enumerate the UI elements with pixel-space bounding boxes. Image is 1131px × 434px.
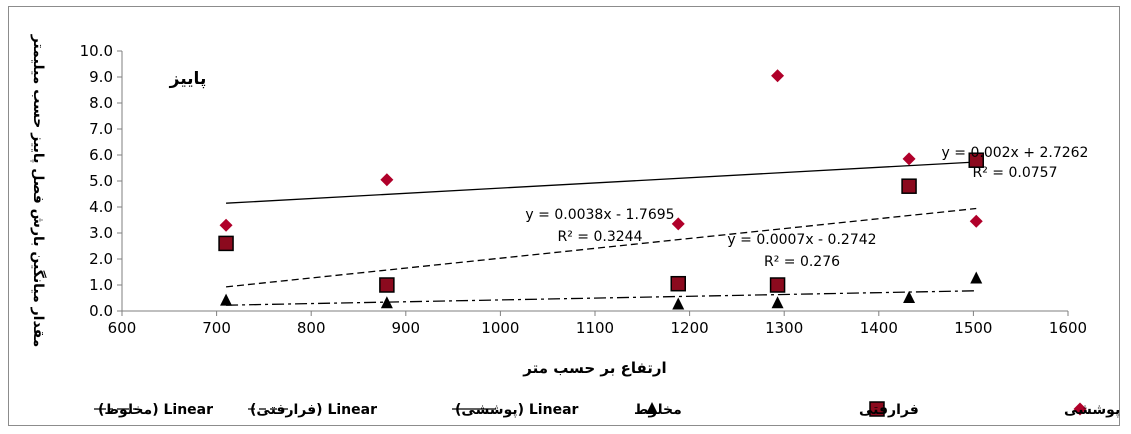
legend-label: فرارفتی bbox=[859, 402, 919, 418]
x-axis-title: ارتفاع بر حسب متر bbox=[522, 359, 666, 377]
x-tick-label: 900 bbox=[391, 319, 420, 337]
x-tick-label: 700 bbox=[202, 319, 231, 337]
axes: 600 700 800 900 1000 1100 1200 1300 1400 1500 1600… bbox=[80, 42, 1088, 337]
x-tick-label: 600 bbox=[108, 319, 137, 337]
point-series-1 bbox=[769, 277, 786, 293]
y-tick-label: 1.0 bbox=[89, 276, 113, 294]
point-series-0 bbox=[380, 173, 394, 187]
chart-title: پاییز bbox=[169, 69, 207, 89]
y-tick-label: 3.0 bbox=[89, 224, 113, 242]
point-series-2 bbox=[380, 296, 393, 309]
point-series-1 bbox=[379, 277, 395, 293]
point-series-2 bbox=[970, 271, 983, 284]
point-series-1 bbox=[670, 275, 686, 292]
point-series-0 bbox=[671, 217, 685, 231]
data-points bbox=[218, 69, 984, 310]
legend-marker bbox=[646, 402, 658, 414]
legend-label: Linear (پوششی) bbox=[455, 402, 579, 418]
legend-marker bbox=[1073, 402, 1087, 416]
y-tick-label: 2.0 bbox=[89, 250, 113, 268]
trendline-0 bbox=[226, 161, 977, 204]
y-tick-label: 9.0 bbox=[89, 68, 113, 86]
x-tick-label: 1000 bbox=[481, 319, 519, 337]
y-tick-label: 4.0 bbox=[89, 198, 113, 216]
trend-r2-fararafti: R² = 0.3244 bbox=[558, 229, 643, 245]
y-axis-title: مقدار میانگین بارش فصل پاییز حسب میلیمتر bbox=[30, 34, 47, 348]
chart-frame bbox=[8, 6, 1120, 426]
x-tick-label: 1300 bbox=[765, 319, 803, 337]
trendline-1 bbox=[225, 207, 977, 288]
legend: پوششی فرارفتی مخلوط Linear (پوششی) Linear (ف… bbox=[94, 401, 1120, 418]
legend-label: پوششی bbox=[1064, 402, 1120, 418]
trend-r2-poosheshi: R² = 0.0757 bbox=[973, 165, 1058, 181]
point-series-0 bbox=[969, 214, 983, 228]
y-tick-label: 7.0 bbox=[89, 120, 113, 138]
x-tick-label: 1600 bbox=[1049, 319, 1087, 337]
x-tick-label: 800 bbox=[297, 319, 326, 337]
legend-label: Linear (مخلوط) bbox=[98, 402, 213, 418]
point-series-2 bbox=[672, 297, 685, 310]
point-series-2 bbox=[903, 291, 916, 303]
y-tick-label: 10.0 bbox=[80, 42, 113, 60]
trendlines bbox=[225, 161, 977, 306]
y-tick-label: 5.0 bbox=[89, 172, 113, 190]
x-tick-label: 1500 bbox=[954, 319, 992, 337]
point-series-0 bbox=[219, 218, 233, 232]
point-series-2 bbox=[771, 296, 784, 309]
point-series-0 bbox=[902, 152, 916, 166]
trend-eq-makhloot: y = 0.0007x - 0.2742 bbox=[727, 232, 876, 248]
legend-marker bbox=[869, 401, 885, 417]
x-tick-label: 1400 bbox=[860, 319, 898, 337]
point-series-0 bbox=[771, 69, 785, 83]
chart-labels: پاییز ارتفاع بر حسب متر مقدار میانگین با… bbox=[30, 34, 1088, 377]
legend-label: مخلوط bbox=[634, 402, 682, 418]
y-tick-label: 6.0 bbox=[89, 146, 113, 164]
trend-eq-poosheshi: y = 0.002x + 2.7262 bbox=[942, 145, 1089, 161]
trend-eq-fararafti: y = 0.0038x - 1.7695 bbox=[525, 207, 674, 223]
trend-r2-makhloot: R² = 0.276 bbox=[764, 254, 840, 270]
point-series-1 bbox=[968, 152, 984, 168]
x-tick-label: 1200 bbox=[671, 319, 709, 337]
trendline-2 bbox=[226, 290, 977, 306]
y-tick-label: 0.0 bbox=[89, 302, 113, 320]
point-series-1 bbox=[218, 235, 234, 252]
point-series-1 bbox=[901, 178, 917, 194]
point-series-2 bbox=[220, 293, 233, 306]
x-tick-label: 1100 bbox=[576, 319, 614, 337]
legend-label: Linear (فرارفتی) bbox=[250, 402, 377, 418]
y-tick-label: 8.0 bbox=[89, 94, 113, 112]
